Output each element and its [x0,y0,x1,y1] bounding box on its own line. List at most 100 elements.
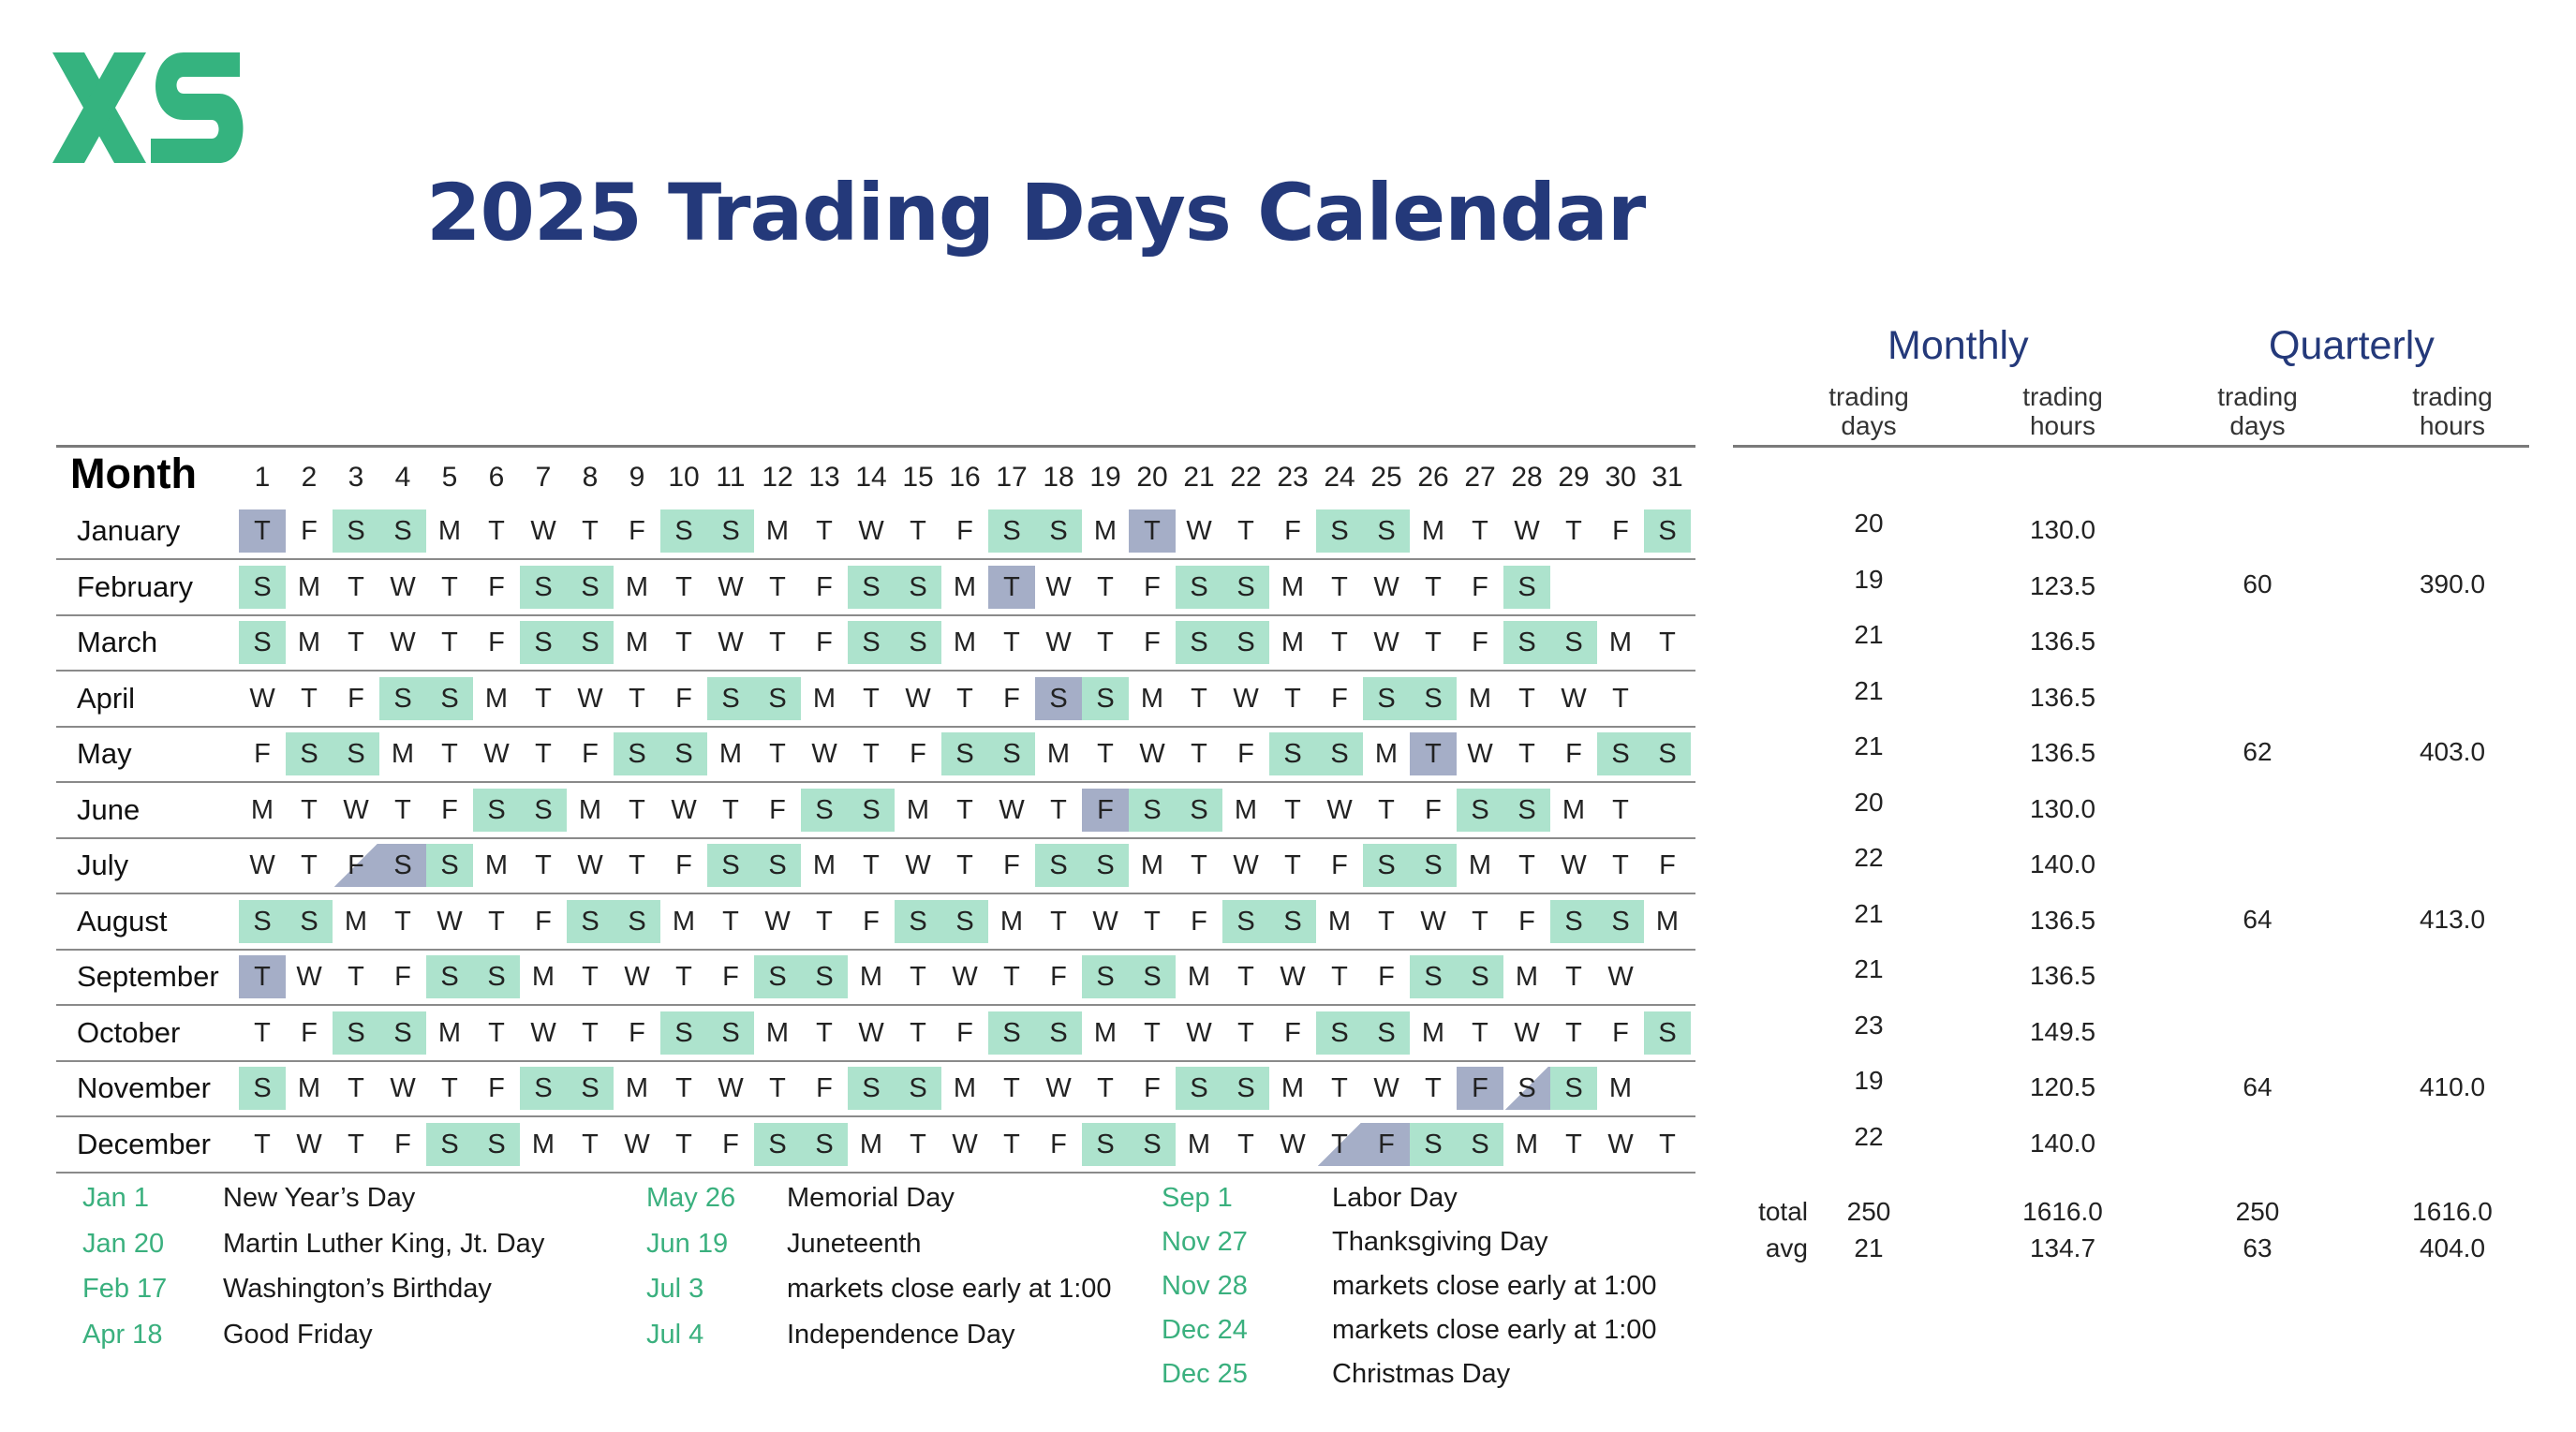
day-cell: S [1129,788,1176,832]
avg-q-days: 63 [2243,1233,2273,1262]
day-number-header: 4 [394,462,411,493]
holiday-name: Good Friday [223,1319,373,1350]
day-cell: T [1425,627,1442,657]
day-cell: S [379,676,426,720]
day-cell: S [754,844,801,887]
day-cell: S [707,844,754,887]
day-cell: T [1565,962,1582,992]
quarterly-trading-hours: 410.0 [2419,1072,2486,1101]
holiday-date: Nov 27 [1162,1227,1248,1257]
day-number-header: 23 [1277,462,1309,493]
day-cell: W [437,906,463,937]
day-cell: M [484,683,509,714]
day-number-header: 31 [1651,462,1683,493]
day-cell: T [956,794,973,825]
day-cell: T [1565,516,1582,546]
day-cell: S [1176,788,1222,832]
day-cell: T [1237,1129,1254,1159]
quarterly-trading-hours: 390.0 [2419,569,2486,598]
quarterly-trading-days: 64 [2243,1072,2273,1101]
day-cell: M [718,739,743,769]
day-cell: W [718,571,744,602]
day-number-header: 25 [1370,462,1402,493]
day-cell: T [1050,906,1067,937]
day-cell: M [1140,850,1164,880]
day-cell: W [1373,1073,1399,1103]
day-cell: M [578,794,602,825]
day-cell: T [582,962,599,992]
month-name: July [77,849,129,881]
day-cell: S [239,899,286,943]
monthly-trading-days: 22 [1854,843,1884,872]
day-cell: T [863,739,880,769]
day-cell: S [426,844,473,887]
day-cell: T [769,739,786,769]
day-cell: S [567,899,614,943]
holiday-date: Dec 24 [1162,1315,1248,1345]
day-cell: M [812,850,836,880]
day-cell: F [488,1073,505,1103]
day-cell: T [1472,516,1488,546]
day-cell: W [671,794,697,825]
day-cell: T [769,571,786,602]
day-cell: S [567,1067,614,1110]
day-cell: S [754,676,801,720]
quarterly-trading-days: 64 [2243,905,2273,934]
day-cell: S [379,509,426,553]
day-cell: F [348,683,364,714]
day-cell: S [1316,1011,1363,1055]
day-cell: F [1378,962,1395,992]
day-cell: S [1503,621,1550,664]
day-cell: W [1373,627,1399,657]
day-cell: W [1139,739,1165,769]
holiday-name: Martin Luther King, Jt. Day [223,1228,545,1259]
day-cell: S [1363,1011,1410,1055]
month-row-july: July W T F S S M T W T F S S M T W T F S S M T W T F S S M T W T F [56,840,1695,896]
day-cell: W [1045,571,1072,602]
month-row-august: August S S M T W T F S S M T W T F S S M T W T F S S M T W T F S S M [56,896,1695,952]
day-cell: T [348,627,364,657]
day-cell: T [722,794,739,825]
day-cell: M [1187,1129,1211,1159]
day-cell: T [1659,1129,1676,1159]
holiday-name: markets close early at 1:00 [1332,1315,1657,1345]
day-cell: W [1045,627,1072,657]
quarterly-trading-days: 62 [2243,737,2273,766]
day-cell: M [765,1017,790,1048]
day-cell: M [297,1073,321,1103]
day-cell: S [379,844,426,887]
day-cell: T [1425,571,1442,602]
total-label: total [1758,1197,1808,1226]
day-cell: F [722,1129,739,1159]
day-cell: S [239,621,286,664]
stats-header-divider [1733,445,2529,448]
day-cell: S [1457,955,1503,998]
day-cell: M [625,627,649,657]
avg-m-hours: 134.7 [2029,1233,2096,1262]
header-divider [56,445,1695,448]
day-cell: M [1562,794,1586,825]
day-cell: M [1281,627,1305,657]
quarterly-trading-days: 60 [2243,569,2273,598]
month-row-march: March S M T W T F S S M T W T F S S M T W T F S S M T W T F S S M T [56,617,1695,673]
day-cell: S [1644,509,1691,553]
day-cell: T [1565,1129,1582,1159]
day-number-header: 21 [1183,462,1215,493]
day-cell: M [625,1073,649,1103]
day-cell: S [1129,1122,1176,1166]
day-cell: F [1144,1073,1161,1103]
day-cell: S [1457,1122,1503,1166]
day-number-header: 28 [1511,462,1543,493]
day-number-header: 3 [348,462,364,493]
day-cell: M [1468,850,1492,880]
row-divider [56,893,1695,894]
day-cell: F [1237,739,1254,769]
monthly-days-label: trading days [1828,382,1909,440]
day-cell: M [1515,962,1539,992]
day-cell: T [629,683,645,714]
day-cell: M [625,571,649,602]
day-cell: T [1003,1073,1020,1103]
day-cell: T [582,1129,599,1159]
holiday-name: markets close early at 1:00 [1332,1271,1657,1301]
day-cell: S [660,509,707,553]
